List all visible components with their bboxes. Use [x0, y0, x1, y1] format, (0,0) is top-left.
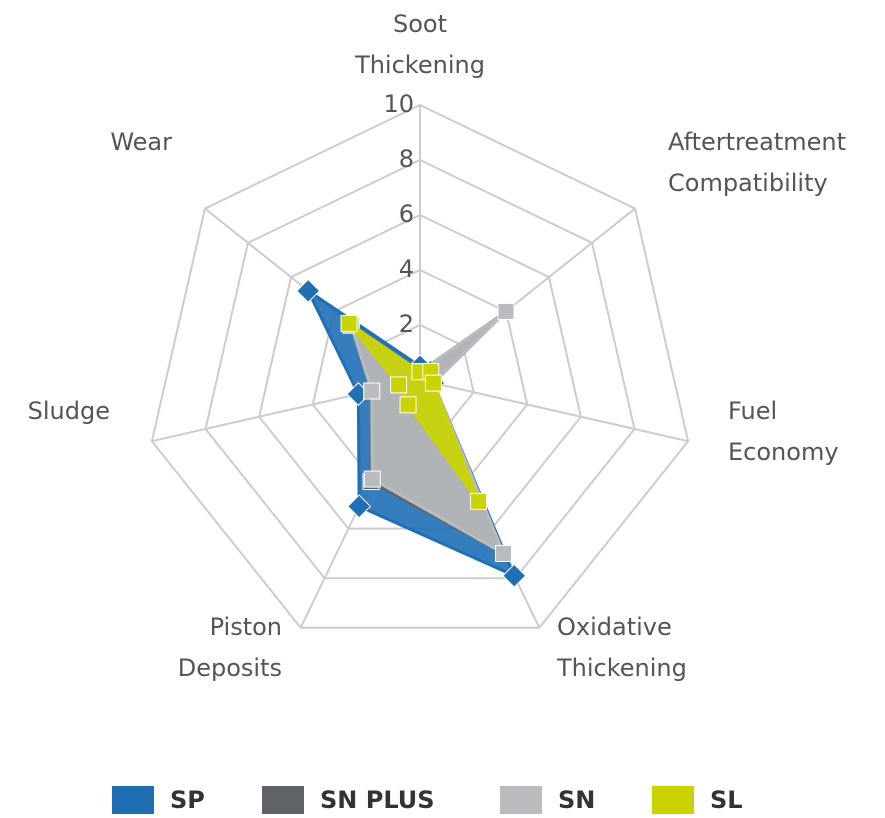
axis-label: Soot Thickening [354, 10, 485, 79]
axis-label: Fuel Economy [728, 397, 839, 466]
marker [399, 396, 417, 414]
legend-label: SL [710, 786, 743, 814]
axis-label: Aftertreatment Compatibility [668, 128, 846, 197]
marker [363, 382, 381, 400]
spoke [419, 379, 689, 443]
marker [363, 470, 381, 488]
marker [469, 492, 487, 510]
marker [424, 374, 442, 392]
marker [495, 544, 513, 562]
legend-swatch [652, 786, 694, 814]
tick-label: 8 [399, 145, 414, 173]
tick-label: 6 [399, 200, 414, 228]
marker [347, 494, 372, 519]
legend-swatch [112, 786, 154, 814]
marker [340, 314, 358, 332]
tick-label: 2 [399, 310, 414, 338]
axis-label: Oxidative Thickening [556, 613, 687, 682]
tick-label: 4 [399, 255, 414, 283]
grid-ring [204, 158, 636, 580]
legend-label: SN PLUS [320, 786, 435, 814]
grid-ring [150, 103, 690, 629]
tick-label: 10 [383, 90, 414, 118]
marker [390, 376, 408, 394]
marker [502, 563, 527, 588]
marker [497, 302, 515, 320]
marker [296, 278, 321, 303]
legend-swatch [262, 786, 304, 814]
legend-label: SP [170, 786, 205, 814]
legend-label: SN [558, 786, 595, 814]
axis-label: Wear [110, 128, 172, 156]
legend-swatch [500, 786, 542, 814]
axis-label: Sludge [28, 397, 110, 425]
axis-label: Piston Deposits [178, 613, 282, 682]
